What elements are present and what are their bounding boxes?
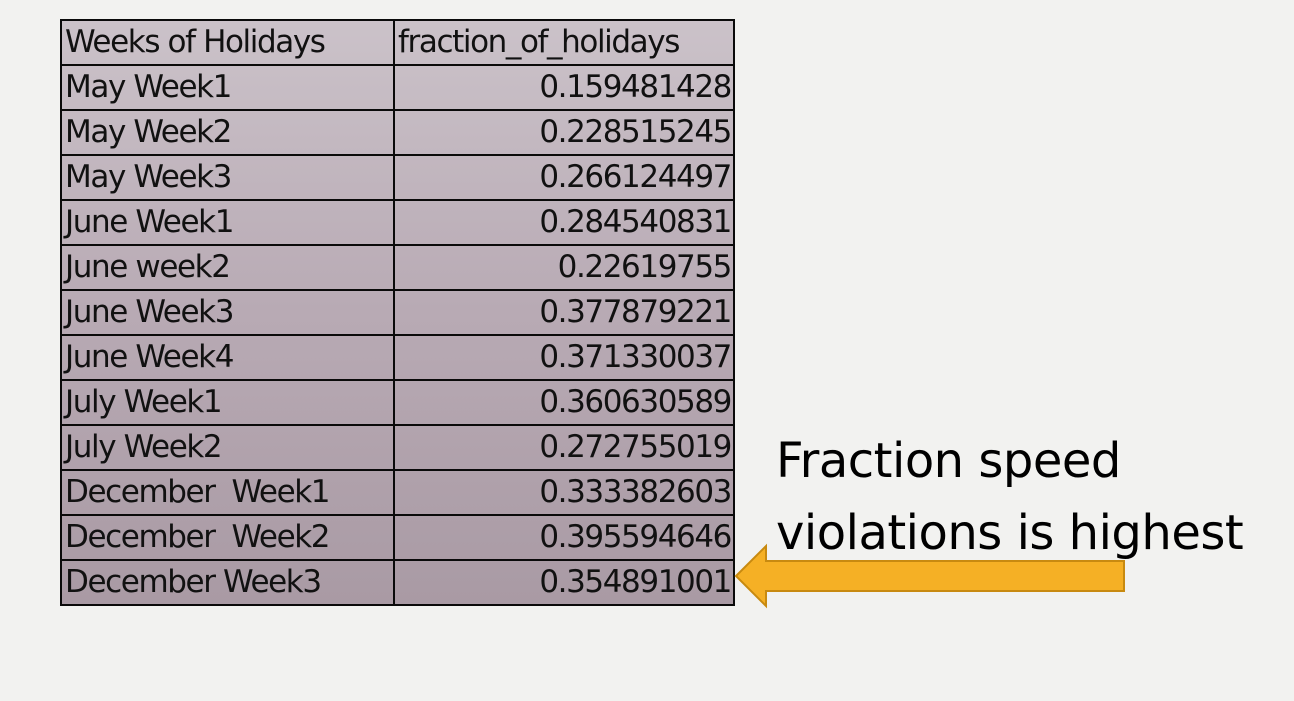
table-row: May Week1 0.159481428 <box>60 64 735 111</box>
fraction-cell: 0.266124497 <box>393 154 735 201</box>
table-row: July Week1 0.360630589 <box>60 379 735 426</box>
week-cell: June Week1 <box>60 199 395 246</box>
fraction-cell: 0.228515245 <box>393 109 735 156</box>
week-cell: December Week2 <box>60 514 395 561</box>
week-cell: June Week3 <box>60 289 395 336</box>
week-cell: June Week4 <box>60 334 395 381</box>
week-cell: July Week2 <box>60 424 395 471</box>
table-row: May Week2 0.228515245 <box>60 109 735 156</box>
callout-line-1: Fraction speed <box>776 433 1121 489</box>
fraction-cell: 0.354891001 <box>393 559 735 606</box>
table-row: December Week2 0.395594646 <box>60 514 735 561</box>
week-cell: June week2 <box>60 244 395 291</box>
holiday-fraction-table: Weeks of Holidays fraction_of_holidays M… <box>60 19 735 606</box>
table-row: May Week3 0.266124497 <box>60 154 735 201</box>
table-header-row: Weeks of Holidays fraction_of_holidays <box>60 19 735 66</box>
table-row: June Week4 0.371330037 <box>60 334 735 381</box>
callout-text: Fraction speed violations is highest <box>776 425 1244 569</box>
table-row: June week2 0.22619755 <box>60 244 735 291</box>
week-cell: July Week1 <box>60 379 395 426</box>
fraction-cell: 0.371330037 <box>393 334 735 381</box>
header-cell-fraction: fraction_of_holidays <box>393 19 735 66</box>
fraction-cell: 0.22619755 <box>393 244 735 291</box>
week-cell: May Week1 <box>60 64 395 111</box>
week-cell: December Week1 <box>60 469 395 516</box>
table-row: June Week3 0.377879221 <box>60 289 735 336</box>
arrow-shape <box>734 543 1125 609</box>
table-row: December Week1 0.333382603 <box>60 469 735 516</box>
left-arrow-icon <box>734 543 1125 609</box>
week-cell: December Week3 <box>60 559 395 606</box>
table-row: July Week2 0.272755019 <box>60 424 735 471</box>
fraction-cell: 0.159481428 <box>393 64 735 111</box>
week-cell: May Week2 <box>60 109 395 156</box>
week-cell: May Week3 <box>60 154 395 201</box>
table-row: June Week1 0.284540831 <box>60 199 735 246</box>
table-row: December Week3 0.354891001 <box>60 559 735 606</box>
fraction-cell: 0.395594646 <box>393 514 735 561</box>
fraction-cell: 0.333382603 <box>393 469 735 516</box>
fraction-cell: 0.284540831 <box>393 199 735 246</box>
header-cell-weeks: Weeks of Holidays <box>60 19 395 66</box>
callout-line-2: violations is highest <box>776 505 1244 561</box>
fraction-cell: 0.360630589 <box>393 379 735 426</box>
fraction-cell: 0.272755019 <box>393 424 735 471</box>
fraction-cell: 0.377879221 <box>393 289 735 336</box>
